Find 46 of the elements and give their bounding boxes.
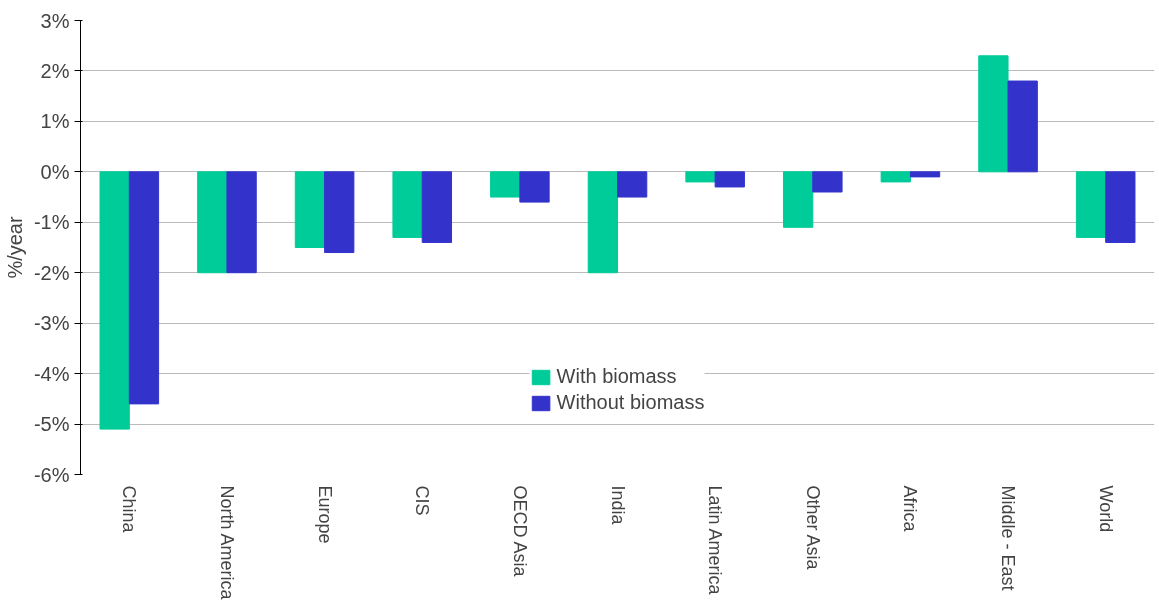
x-tick-label: World: [1095, 485, 1116, 533]
bar: [324, 171, 355, 254]
x-tick-label: North America: [216, 485, 237, 601]
bar: [226, 171, 257, 274]
y-tick-label: -6%: [33, 463, 70, 486]
y-tick-label: -2%: [33, 261, 70, 284]
bar: [197, 171, 228, 274]
x-tick-label: Europe: [314, 485, 335, 544]
x-tick-label: Africa: [900, 485, 921, 533]
bar: [99, 171, 130, 430]
x-tick-label: China: [119, 485, 140, 534]
bar: [587, 171, 618, 274]
x-tick-label: CIS: [412, 485, 433, 516]
x-tick-label: OECD Asia: [509, 485, 530, 578]
x-tick-label: India: [607, 485, 628, 526]
x-tick-label: Latin America: [705, 485, 726, 596]
bar: [978, 55, 1009, 173]
bar: [782, 171, 814, 228]
bar: [519, 171, 550, 203]
bar: [812, 171, 843, 193]
y-axis-title: %/year: [3, 216, 26, 279]
bar: [714, 171, 745, 188]
bar: [392, 171, 423, 238]
bar: [617, 171, 648, 198]
y-tick-label: 1%: [40, 110, 70, 133]
bar: [490, 171, 521, 198]
legend-label: Without biomass: [556, 391, 705, 414]
legend-label: With biomass: [556, 365, 677, 388]
bar: [1075, 171, 1107, 238]
bar: [909, 171, 941, 178]
bar: [421, 171, 453, 243]
bar: [1007, 80, 1038, 173]
y-tick-label: -1%: [33, 211, 70, 234]
bar: [294, 171, 326, 248]
y-tick-label: 2%: [40, 59, 70, 82]
y-tick-label: -5%: [33, 413, 70, 436]
bar: [1105, 171, 1136, 243]
x-tick-label: Middle - East: [998, 485, 1019, 591]
bar: [880, 171, 911, 183]
x-tick-label: Other Asia: [802, 485, 823, 571]
y-tick-label: 3%: [40, 9, 70, 32]
y-tick-label: -4%: [33, 362, 70, 385]
y-tick-label: -3%: [33, 312, 70, 335]
y-tick-label: 0%: [40, 160, 70, 183]
bar: [128, 171, 160, 405]
bar: [685, 171, 716, 183]
